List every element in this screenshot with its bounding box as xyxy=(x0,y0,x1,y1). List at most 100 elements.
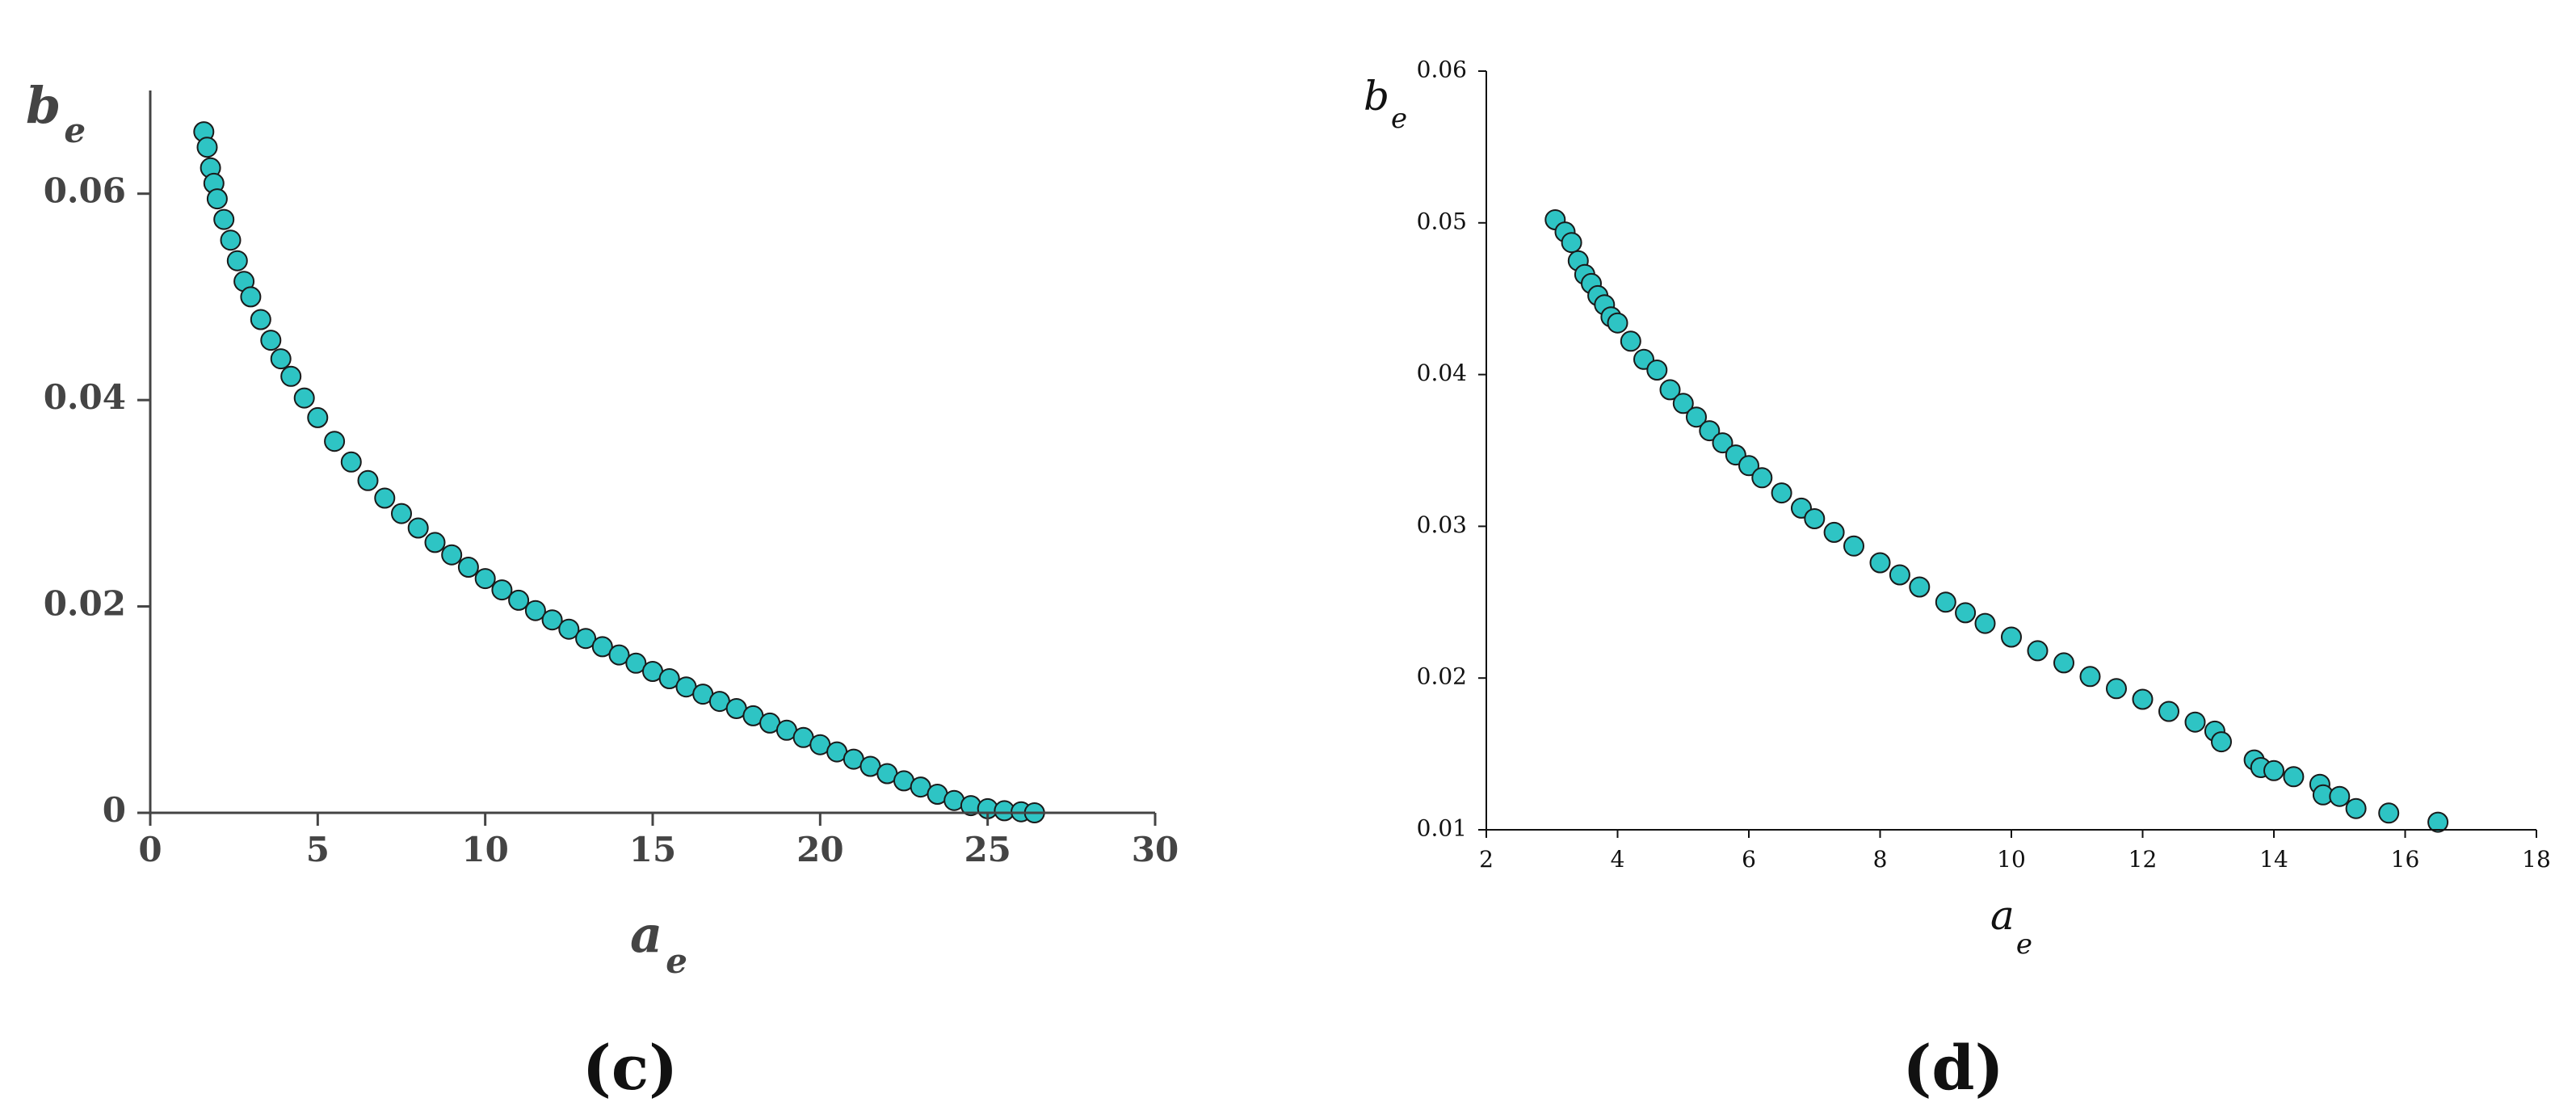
y-axis-title-c-main: b xyxy=(26,76,61,135)
data-point xyxy=(541,609,563,631)
data-point xyxy=(1889,564,1910,586)
data-point xyxy=(1738,455,1759,477)
x-axis-title-d-main: a xyxy=(1990,892,2015,939)
x-tick-label: 10 xyxy=(461,830,508,869)
data-point xyxy=(2001,626,2022,648)
data-point xyxy=(2158,701,2179,722)
data-point xyxy=(575,628,597,650)
data-point xyxy=(1935,591,1956,613)
x-tick-label: 18 xyxy=(2522,846,2551,873)
data-point xyxy=(1712,432,1733,454)
data-point xyxy=(374,487,396,509)
data-point xyxy=(474,568,496,590)
data-point xyxy=(1751,467,1773,489)
data-point xyxy=(324,431,346,452)
x-tick-label: 5 xyxy=(306,830,330,869)
data-point xyxy=(2329,785,2351,807)
data-point xyxy=(1646,360,1668,381)
x-tick-label: 4 xyxy=(1611,846,1625,873)
data-point xyxy=(213,208,235,230)
x-axis-title-d: ae xyxy=(1990,892,2032,961)
x-tick-label: 14 xyxy=(2259,846,2288,873)
y-axis-title-d: be xyxy=(1364,73,1407,135)
x-tick-label: 15 xyxy=(629,830,676,869)
data-point xyxy=(2211,731,2232,753)
data-point xyxy=(1620,330,1641,352)
x-tick-label: 20 xyxy=(796,830,843,869)
y-axis-title-d-main: b xyxy=(1364,73,1389,120)
y-tick-label: 0.01 xyxy=(1417,815,1467,842)
x-tick-label: 2 xyxy=(1479,846,1494,873)
y-tick-label: 0.04 xyxy=(1417,360,1467,386)
y-axis-title-c: be xyxy=(26,76,86,150)
x-axis-title-c-main: a xyxy=(630,905,662,964)
y-axis-title-d-sub: e xyxy=(1391,103,1407,135)
data-point xyxy=(457,557,479,578)
data-point xyxy=(658,668,680,689)
data-point xyxy=(240,286,262,308)
data-point xyxy=(508,589,530,611)
x-tick-label: 10 xyxy=(1997,846,2026,873)
data-point xyxy=(226,250,248,271)
data-point xyxy=(1771,482,1792,504)
data-point xyxy=(1974,612,1996,634)
data-point xyxy=(524,600,546,621)
data-point xyxy=(2027,640,2049,662)
data-point xyxy=(2106,678,2127,700)
x-tick-label: 6 xyxy=(1742,846,1756,873)
data-point xyxy=(2283,766,2305,788)
data-point xyxy=(1607,312,1628,334)
x-ticks-d: 2 4 6 8 10 12 14 16 18 xyxy=(1479,830,2551,873)
data-point xyxy=(357,469,379,491)
data-point xyxy=(250,309,271,330)
data-point xyxy=(2427,811,2449,833)
data-point xyxy=(1699,420,1721,442)
data-point xyxy=(591,636,613,658)
x-tick-label: 16 xyxy=(2391,846,2420,873)
data-point xyxy=(491,579,513,601)
y-tick-label: 0.02 xyxy=(1417,663,1467,690)
panel-label-d: (d) xyxy=(1902,1032,2003,1104)
data-point xyxy=(307,406,329,428)
y-tick-label: 0.05 xyxy=(1417,208,1467,234)
y-tick-label: 0.02 xyxy=(44,584,126,624)
data-point xyxy=(2263,759,2284,781)
data-point xyxy=(407,517,429,539)
data-point xyxy=(2079,666,2101,688)
x-tick-label: 0 xyxy=(138,830,162,869)
points-c xyxy=(193,121,1045,823)
x-tick-label: 12 xyxy=(2128,846,2158,873)
data-point xyxy=(206,188,228,210)
data-point xyxy=(2345,797,2367,819)
y-tick-label: 0.06 xyxy=(1417,57,1467,83)
scatter-panel-c: 0 5 10 15 20 25 30 00.020.040.06 be ae (c) xyxy=(26,76,1179,1104)
data-point xyxy=(608,644,630,666)
data-point xyxy=(1804,508,1826,529)
x-axis-title-c: ae xyxy=(630,905,687,981)
data-point xyxy=(2184,711,2206,733)
data-point xyxy=(1843,535,1864,557)
panel-label-c: (c) xyxy=(582,1032,678,1104)
data-point xyxy=(293,387,315,409)
data-point xyxy=(391,503,412,524)
y-ticks-c: 0 0.02 0.04 0.06 xyxy=(44,171,150,830)
scatter-panel-d: 2 4 6 8 10 12 14 16 18 0.010.020.030.040.050.06 … xyxy=(1364,57,2551,1104)
x-axis-title-c-sub: e xyxy=(666,941,687,981)
data-point xyxy=(220,229,242,251)
data-point xyxy=(1686,406,1707,428)
data-point xyxy=(260,330,282,351)
y-ticks-d: 0.01 0.02 0.03 0.04 0.05 0.06 xyxy=(1417,57,1486,842)
y-tick-label: 0.03 xyxy=(1417,511,1467,538)
data-point xyxy=(1672,393,1694,414)
data-point xyxy=(2132,688,2154,710)
x-tick-label: 8 xyxy=(1873,846,1888,873)
data-point xyxy=(1561,232,1582,254)
x-tick-label: 25 xyxy=(964,830,1011,869)
data-point xyxy=(1659,379,1681,401)
y-tick-label: 0.06 xyxy=(44,171,126,211)
y-tick-label: 0 xyxy=(103,790,126,830)
data-point xyxy=(424,532,446,553)
y-tick-label: 0.04 xyxy=(44,377,126,417)
data-point xyxy=(1909,576,1931,598)
